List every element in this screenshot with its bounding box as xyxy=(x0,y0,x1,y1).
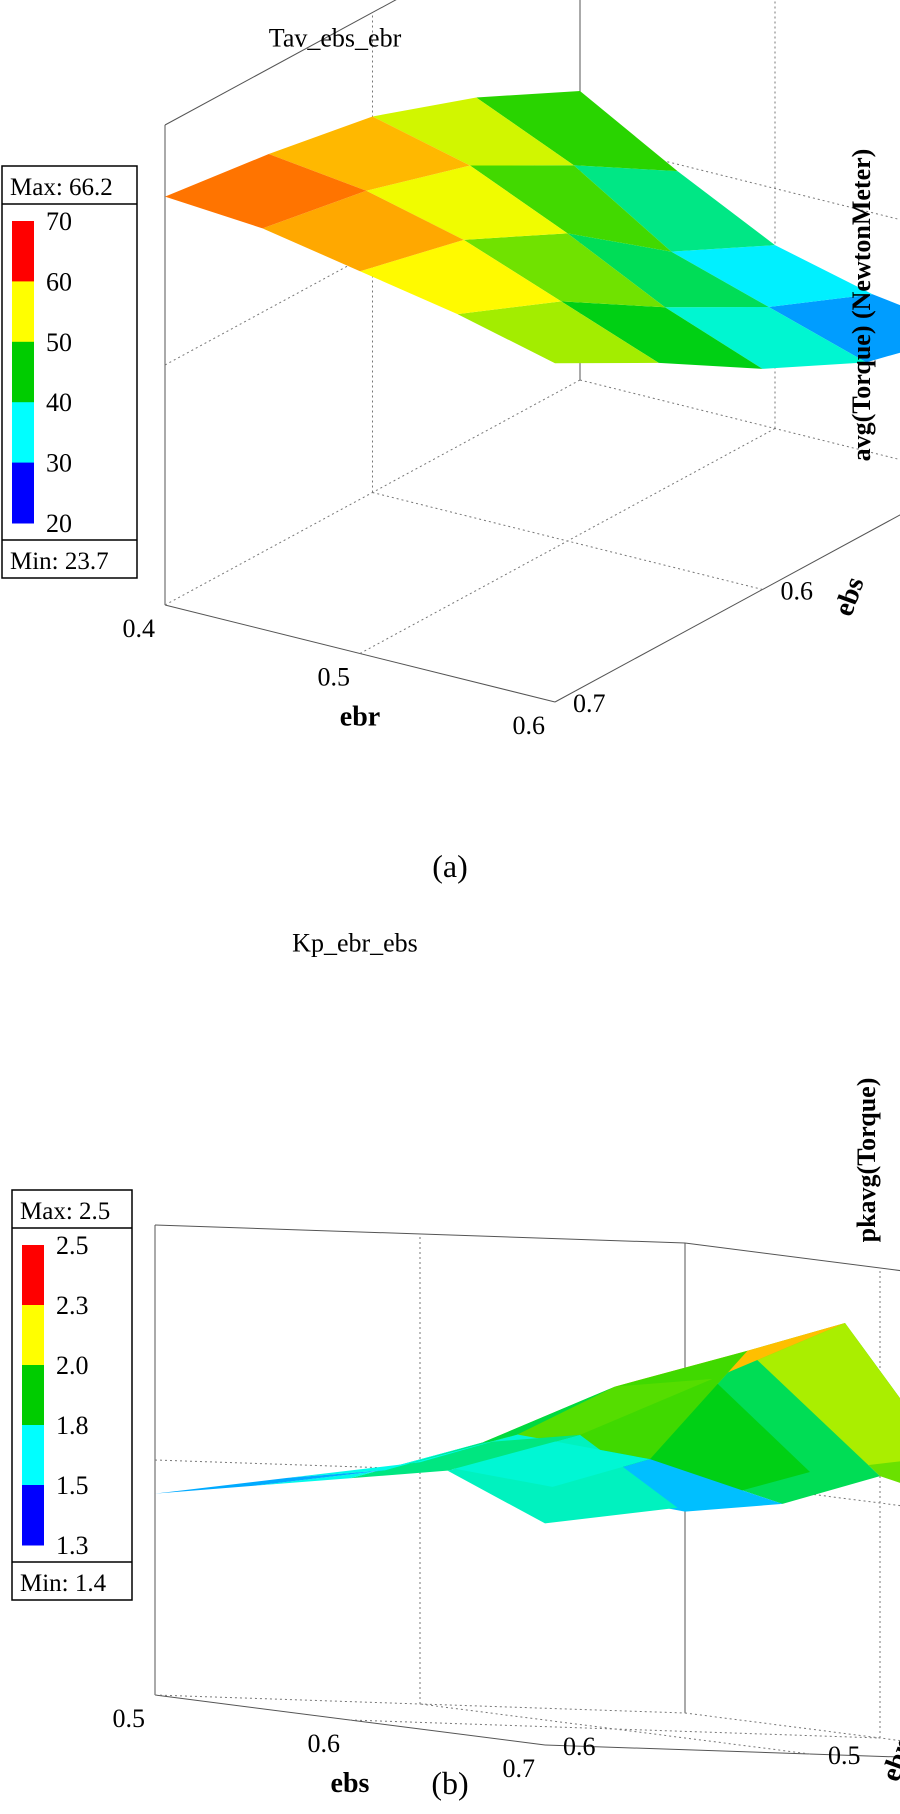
surface-patch-a-2-0 xyxy=(360,239,562,315)
surface-patch-a-2-3 xyxy=(671,245,873,307)
chart-b-svg: Kp_ebr_ebs0.50.60.7ebs0.40.50.6ebr0.41.9… xyxy=(11,928,900,1799)
surface-b xyxy=(155,1323,900,1524)
legend-level-a-0: 70 xyxy=(46,207,72,236)
legend-swatch-a-4 xyxy=(12,462,34,524)
legend-level-b-2: 2.0 xyxy=(56,1351,89,1380)
legend-a: Max: 66.2 Min: 23.7 70 60 50 40 30 20 xyxy=(1,165,138,579)
surface-patch-a-1-2 xyxy=(470,165,672,252)
legend-level-a-1: 60 xyxy=(46,267,72,296)
chart-panel-a: Tav_ebs_ebr0.40.50.6ebr0.50.60.7ebs0.545… xyxy=(0,0,900,900)
legend-swatch-a-2 xyxy=(12,341,34,403)
legend-swatch-b-4 xyxy=(22,1485,44,1546)
z-axis-label-b: pkavg(Torque) xyxy=(852,1078,881,1243)
surface-patch-a-1-3 xyxy=(573,165,775,252)
surface-patch-b-3-2 xyxy=(712,1323,900,1472)
chart-title-b: Kp_ebr_ebs xyxy=(292,928,418,957)
legend-swatch-b-0 xyxy=(22,1245,44,1306)
legend-level-b-4: 1.5 xyxy=(56,1471,89,1500)
legend-swatch-b-1 xyxy=(22,1305,44,1366)
x-axis-label-a: ebr xyxy=(340,702,380,733)
surface-patch-b-2-1 xyxy=(482,1378,713,1443)
legend-level-b-0: 2.5 xyxy=(56,1231,89,1260)
legend-max-a: Max: 66.2 xyxy=(10,174,113,201)
surface-patch-b-0-0 xyxy=(155,1470,385,1494)
x-tick-a-0: 0.4 xyxy=(123,614,156,643)
surface-patch-a-3-2 xyxy=(665,306,867,369)
caption-a: (a) xyxy=(432,848,468,884)
surface-patch-a-2-2 xyxy=(567,233,769,308)
caption-b: (b) xyxy=(431,1765,469,1801)
surface-patch-a-0-2 xyxy=(372,97,574,166)
legend-min-a: Min: 23.7 xyxy=(10,548,109,575)
legend-level-a-5: 20 xyxy=(46,509,72,538)
legend-swatch-b-2 xyxy=(22,1365,44,1426)
x-tick-a-2: 0.6 xyxy=(513,711,546,740)
x-tick-b-1: 0.6 xyxy=(308,1729,341,1758)
surface-patch-a-1-0 xyxy=(262,190,464,272)
chart-title-a: Tav_ebs_ebr xyxy=(269,23,402,52)
surface-patch-a-3-0 xyxy=(457,301,659,364)
legend-level-b-3: 1.8 xyxy=(56,1411,89,1440)
surface-patch-a-0-1 xyxy=(268,116,470,191)
surface-patch-b-2-0 xyxy=(350,1434,580,1479)
surface-patch-a-3-3 xyxy=(768,294,900,363)
x-tick-b-2: 0.7 xyxy=(503,1754,536,1783)
surface-patch-a-0-0 xyxy=(165,154,367,229)
legend-level-a-4: 30 xyxy=(46,449,72,478)
legend-swatch-a-0 xyxy=(12,221,34,282)
y-axis-label-a: ebs xyxy=(828,573,870,620)
legend-swatch-a-3 xyxy=(12,402,34,464)
legend-level-b-5: 1.3 xyxy=(56,1531,89,1560)
legend-level-b-1: 2.3 xyxy=(56,1291,89,1320)
surface-a xyxy=(165,90,900,369)
surface-patch-a-3-1 xyxy=(561,301,763,369)
chart-panel-b: Kp_ebr_ebs0.50.60.7ebs0.40.50.6ebr0.41.9… xyxy=(0,905,900,1814)
legend-level-a-2: 50 xyxy=(46,328,72,357)
legend-max-b: Max: 2.5 xyxy=(20,1198,110,1225)
surface-patch-a-1-1 xyxy=(366,165,568,240)
y-tick-a-1: 0.6 xyxy=(781,577,814,606)
surface-patch-a-2-1 xyxy=(463,233,665,308)
y-tick-b-1: 0.5 xyxy=(828,1741,861,1770)
x-tick-a-1: 0.5 xyxy=(318,663,351,692)
legend-min-b: Min: 1.4 xyxy=(20,1570,107,1597)
legend-swatch-a-1 xyxy=(12,281,34,343)
x-axis-label-b: ebs xyxy=(331,1768,370,1799)
legend-b: Max: 2.5 Min: 1.4 2.5 2.3 2.0 1.8 1.5 1.3 xyxy=(11,1189,133,1601)
surface-patch-a-0-3 xyxy=(476,90,678,172)
y-tick-b-2: 0.6 xyxy=(563,1732,596,1761)
z-axis-label-a: avg(Torque) (NewtonMeter) xyxy=(847,149,876,462)
legend-level-a-3: 40 xyxy=(46,388,72,417)
chart-a-svg: Tav_ebs_ebr0.40.50.6ebr0.50.60.7ebs0.545… xyxy=(1,0,900,740)
y-tick-a-2: 0.7 xyxy=(573,689,606,718)
legend-swatch-b-3 xyxy=(22,1425,44,1486)
x-tick-b-0: 0.5 xyxy=(113,1704,146,1733)
